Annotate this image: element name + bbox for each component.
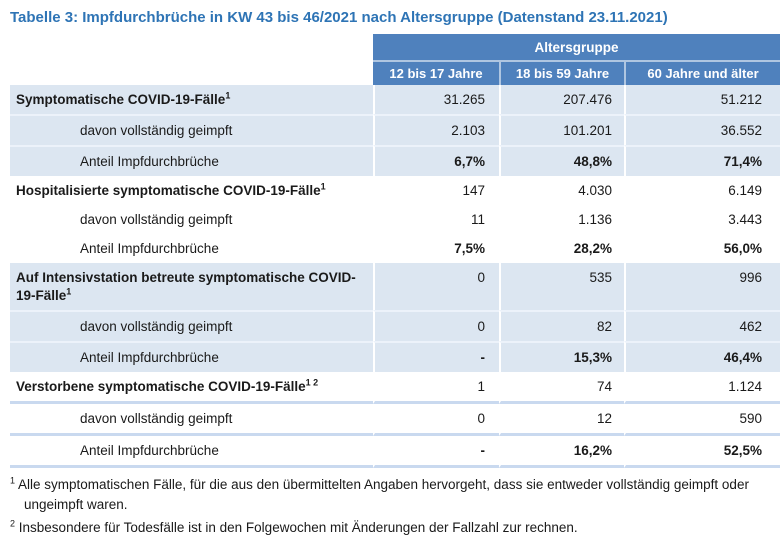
value-cell: 12 xyxy=(499,404,624,436)
row-label: Anteil Impfdurchbrüche xyxy=(10,145,373,176)
value-cell: - xyxy=(373,436,499,468)
row-label: Symptomatische COVID-19-Fälle1 xyxy=(10,85,373,114)
block-hospitalized: Hospitalisierte symptomatische COVID-19-… xyxy=(10,176,780,263)
value-cell: 6,7% xyxy=(373,145,499,176)
value-cell: 4.030 xyxy=(499,176,624,205)
value-cell: 36.552 xyxy=(624,114,780,145)
row-label-text: davon vollständig geimpft xyxy=(80,122,233,138)
footnote-ref: 1 xyxy=(66,286,72,296)
value-cell: 147 xyxy=(373,176,499,205)
table-body: Symptomatische COVID-19-Fälle1 31.265 20… xyxy=(10,85,780,468)
row-label-text: Anteil Impfdurchbrüche xyxy=(80,442,219,458)
value-cell: 207.476 xyxy=(499,85,624,114)
row-label-text: Anteil Impfdurchbrüche xyxy=(80,349,219,365)
value-cell: 3.443 xyxy=(624,205,780,234)
column-header-18-59: 18 bis 59 Jahre xyxy=(499,62,624,85)
row-label: davon vollständig geimpft xyxy=(10,404,373,436)
table-row: Anteil Impfdurchbrüche - 15,3% 46,4% xyxy=(10,341,780,372)
table-row: davon vollständig geimpft 2.103 101.201 … xyxy=(10,114,780,145)
table-row: davon vollständig geimpft 11 1.136 3.443 xyxy=(10,205,780,234)
row-label: Hospitalisierte symptomatische COVID-19-… xyxy=(10,176,373,205)
footnote-text: Insbesondere für Todesfälle ist in den F… xyxy=(18,520,578,535)
value-cell: 51.212 xyxy=(624,85,780,114)
table-row: Anteil Impfdurchbrüche 6,7% 48,8% 71,4% xyxy=(10,145,780,176)
value-cell: 11 xyxy=(373,205,499,234)
row-label: Anteil Impfdurchbrüche xyxy=(10,234,373,263)
value-cell: 16,2% xyxy=(499,436,624,468)
table-row: Verstorbene symptomatische COVID-19-Fäll… xyxy=(10,372,780,404)
footnote-2: 2 Insbesondere für Todesfälle ist in den… xyxy=(10,518,776,538)
footnotes: 1 Alle symptomatischen Fälle, für die au… xyxy=(10,475,776,538)
row-label: davon vollständig geimpft xyxy=(10,114,373,145)
row-label: Anteil Impfdurchbrüche xyxy=(10,341,373,372)
header-columns: 12 bis 17 Jahre 18 bis 59 Jahre 60 Jahre… xyxy=(373,62,780,85)
value-cell: 46,4% xyxy=(624,341,780,372)
table-header: Altersgruppe 12 bis 17 Jahre 18 bis 59 J… xyxy=(373,34,780,85)
value-cell: 28,2% xyxy=(499,234,624,263)
table-row: Symptomatische COVID-19-Fälle1 31.265 20… xyxy=(10,85,780,114)
value-cell: 7,5% xyxy=(373,234,499,263)
value-cell: 1.136 xyxy=(499,205,624,234)
value-cell: 31.265 xyxy=(373,85,499,114)
value-cell: 56,0% xyxy=(624,234,780,263)
block-symptomatic: Symptomatische COVID-19-Fälle1 31.265 20… xyxy=(10,85,780,176)
footnote-text: Alle symptomatischen Fälle, für die aus … xyxy=(18,477,749,512)
footnote-1: 1 Alle symptomatischen Fälle, für die au… xyxy=(10,475,776,515)
row-label-text: Verstorbene symptomatische COVID-19-Fäll… xyxy=(16,378,306,394)
value-cell: - xyxy=(373,341,499,372)
footnote-ref: 1 2 xyxy=(305,377,319,387)
value-cell: 1 xyxy=(373,372,499,404)
footnote-marker: 2 xyxy=(10,518,16,529)
value-cell: 0 xyxy=(373,310,499,341)
footnote-ref: 1 xyxy=(225,90,231,100)
row-label-text: Auf Intensivstation betreute symptomatis… xyxy=(16,269,356,303)
table-row: davon vollständig geimpft 0 82 462 xyxy=(10,310,780,341)
table-row: davon vollständig geimpft 0 12 590 xyxy=(10,404,780,436)
value-cell: 74 xyxy=(499,372,624,404)
row-label-text: Anteil Impfdurchbrüche xyxy=(80,153,219,169)
value-cell: 15,3% xyxy=(499,341,624,372)
row-label-text: davon vollständig geimpft xyxy=(80,410,233,426)
column-header-60plus: 60 Jahre und älter xyxy=(624,62,780,85)
value-cell: 48,8% xyxy=(499,145,624,176)
footnote-ref: 1 xyxy=(320,181,326,191)
row-label: Anteil Impfdurchbrüche xyxy=(10,436,373,468)
value-cell: 590 xyxy=(624,404,780,436)
table-row: Hospitalisierte symptomatische COVID-19-… xyxy=(10,176,780,205)
row-label-text: Anteil Impfdurchbrüche xyxy=(80,240,219,256)
value-cell: 6.149 xyxy=(624,176,780,205)
value-cell: 0 xyxy=(373,263,499,310)
table-row: Anteil Impfdurchbrüche 7,5% 28,2% 56,0% xyxy=(10,234,780,263)
value-cell: 71,4% xyxy=(624,145,780,176)
row-label-text: Symptomatische COVID-19-Fälle xyxy=(16,91,226,107)
value-cell: 82 xyxy=(499,310,624,341)
value-cell: 462 xyxy=(624,310,780,341)
header-group-label: Altersgruppe xyxy=(373,34,780,62)
block-icu: Auf Intensivstation betreute symptomatis… xyxy=(10,263,780,372)
report-page: Tabelle 3: Impfdurchbrüche in KW 43 bis … xyxy=(10,9,780,541)
table-title: Tabelle 3: Impfdurchbrüche in KW 43 bis … xyxy=(10,9,668,26)
block-deceased: Verstorbene symptomatische COVID-19-Fäll… xyxy=(10,372,780,468)
row-label: davon vollständig geimpft xyxy=(10,205,373,234)
row-label: Auf Intensivstation betreute symptomatis… xyxy=(10,263,373,310)
row-label: davon vollständig geimpft xyxy=(10,310,373,341)
value-cell: 1.124 xyxy=(624,372,780,404)
footnote-marker: 1 xyxy=(10,475,16,486)
value-cell: 101.201 xyxy=(499,114,624,145)
value-cell: 0 xyxy=(373,404,499,436)
row-label: Verstorbene symptomatische COVID-19-Fäll… xyxy=(10,372,373,404)
row-label-text: davon vollständig geimpft xyxy=(80,211,233,227)
row-label-text: davon vollständig geimpft xyxy=(80,318,233,334)
row-label-text: Hospitalisierte symptomatische COVID-19-… xyxy=(16,182,321,198)
value-cell: 996 xyxy=(624,263,780,310)
value-cell: 52,5% xyxy=(624,436,780,468)
column-header-12-17: 12 bis 17 Jahre xyxy=(389,66,483,81)
value-cell: 535 xyxy=(499,263,624,310)
table-row: Anteil Impfdurchbrüche - 16,2% 52,5% xyxy=(10,436,780,468)
value-cell: 2.103 xyxy=(373,114,499,145)
table-row: Auf Intensivstation betreute symptomatis… xyxy=(10,263,780,310)
